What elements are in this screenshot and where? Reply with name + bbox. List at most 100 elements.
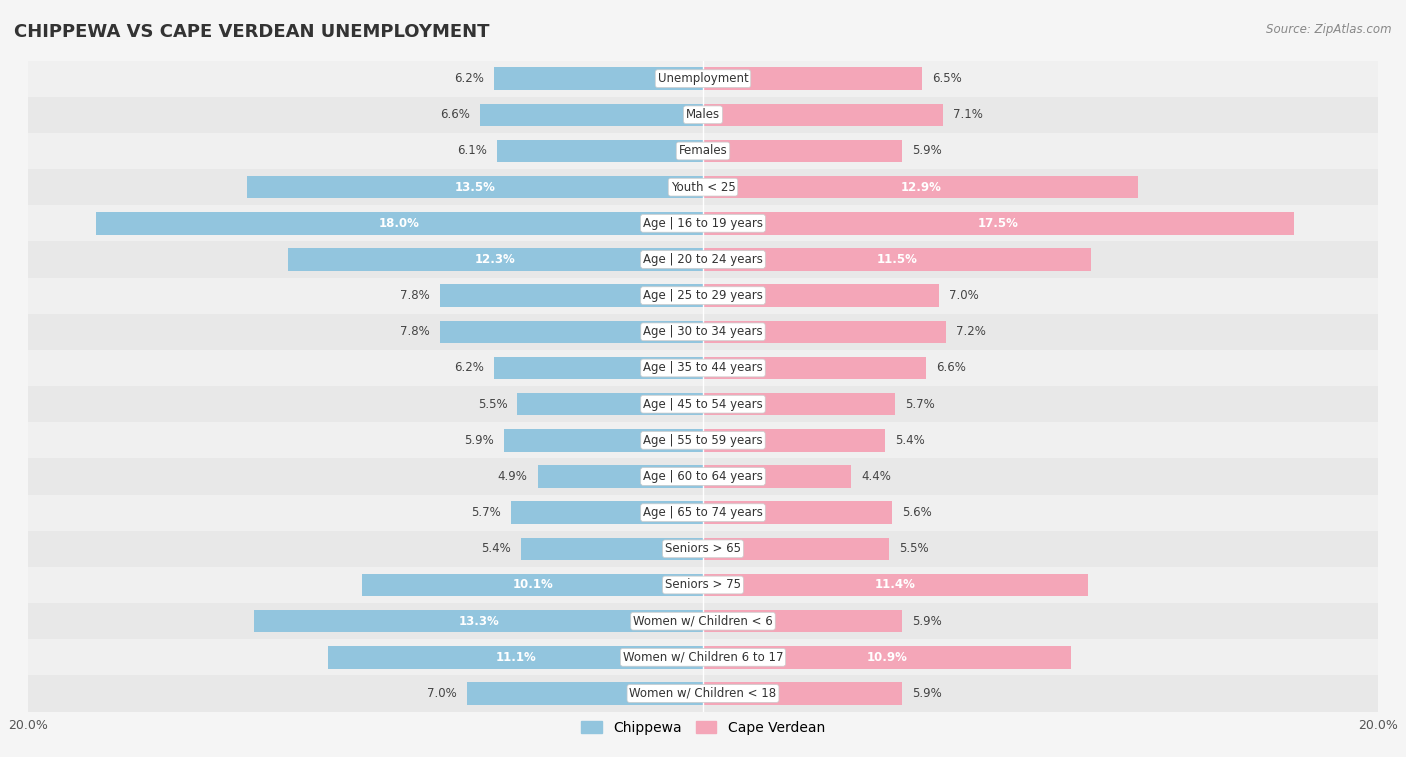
Bar xyxy=(703,646,1071,668)
Text: Age | 25 to 29 years: Age | 25 to 29 years xyxy=(643,289,763,302)
Bar xyxy=(703,67,922,90)
Text: 5.9%: 5.9% xyxy=(912,615,942,628)
Bar xyxy=(28,241,1378,278)
Bar xyxy=(28,313,1378,350)
Bar xyxy=(363,574,703,597)
Bar xyxy=(481,104,703,126)
Text: Unemployment: Unemployment xyxy=(658,72,748,85)
Text: 10.9%: 10.9% xyxy=(866,651,907,664)
Text: 5.9%: 5.9% xyxy=(464,434,494,447)
Text: Males: Males xyxy=(686,108,720,121)
Bar xyxy=(28,422,1378,459)
Text: Age | 65 to 74 years: Age | 65 to 74 years xyxy=(643,506,763,519)
Text: 6.2%: 6.2% xyxy=(454,72,484,85)
Text: 7.2%: 7.2% xyxy=(956,326,986,338)
Text: 4.4%: 4.4% xyxy=(862,470,891,483)
Bar xyxy=(510,501,703,524)
Text: 5.5%: 5.5% xyxy=(898,542,928,556)
Text: Age | 55 to 59 years: Age | 55 to 59 years xyxy=(643,434,763,447)
Bar xyxy=(254,610,703,632)
Bar xyxy=(28,603,1378,639)
Text: 11.5%: 11.5% xyxy=(876,253,918,266)
Bar xyxy=(494,357,703,379)
Text: Seniors > 75: Seniors > 75 xyxy=(665,578,741,591)
Text: 12.9%: 12.9% xyxy=(900,181,941,194)
Text: Youth < 25: Youth < 25 xyxy=(671,181,735,194)
Bar xyxy=(703,176,1139,198)
Bar xyxy=(28,278,1378,313)
Bar xyxy=(28,494,1378,531)
Text: 13.3%: 13.3% xyxy=(458,615,499,628)
Text: 4.9%: 4.9% xyxy=(498,470,527,483)
Text: 5.6%: 5.6% xyxy=(903,506,932,519)
Bar xyxy=(467,682,703,705)
Text: 11.4%: 11.4% xyxy=(875,578,915,591)
Text: 6.1%: 6.1% xyxy=(457,145,486,157)
Text: 13.5%: 13.5% xyxy=(454,181,496,194)
Text: 5.7%: 5.7% xyxy=(905,397,935,410)
Text: Females: Females xyxy=(679,145,727,157)
Bar xyxy=(703,212,1294,235)
Bar xyxy=(703,574,1088,597)
Bar xyxy=(703,248,1091,271)
Bar xyxy=(28,205,1378,241)
Bar xyxy=(498,140,703,162)
Text: 12.3%: 12.3% xyxy=(475,253,516,266)
Text: 5.7%: 5.7% xyxy=(471,506,501,519)
Bar xyxy=(703,104,942,126)
Text: 6.2%: 6.2% xyxy=(454,362,484,375)
Text: Source: ZipAtlas.com: Source: ZipAtlas.com xyxy=(1267,23,1392,36)
Bar xyxy=(28,169,1378,205)
Bar xyxy=(537,466,703,488)
Bar xyxy=(517,393,703,416)
Bar xyxy=(440,285,703,307)
Text: Age | 20 to 24 years: Age | 20 to 24 years xyxy=(643,253,763,266)
Text: 5.4%: 5.4% xyxy=(896,434,925,447)
Text: Age | 16 to 19 years: Age | 16 to 19 years xyxy=(643,217,763,230)
Text: Women w/ Children < 6: Women w/ Children < 6 xyxy=(633,615,773,628)
Bar xyxy=(28,459,1378,494)
Bar xyxy=(28,97,1378,133)
Text: 10.1%: 10.1% xyxy=(512,578,553,591)
Bar xyxy=(28,386,1378,422)
Text: 5.9%: 5.9% xyxy=(912,687,942,700)
Bar xyxy=(703,537,889,560)
Bar xyxy=(703,501,891,524)
Text: Women w/ Children < 18: Women w/ Children < 18 xyxy=(630,687,776,700)
Text: 7.0%: 7.0% xyxy=(427,687,457,700)
Bar xyxy=(703,429,886,451)
Bar xyxy=(28,61,1378,97)
Bar xyxy=(28,531,1378,567)
Bar xyxy=(494,67,703,90)
Bar xyxy=(28,567,1378,603)
Text: CHIPPEWA VS CAPE VERDEAN UNEMPLOYMENT: CHIPPEWA VS CAPE VERDEAN UNEMPLOYMENT xyxy=(14,23,489,41)
Bar xyxy=(28,133,1378,169)
Bar xyxy=(288,248,703,271)
Bar xyxy=(703,682,903,705)
Text: 6.5%: 6.5% xyxy=(932,72,962,85)
Text: Women w/ Children 6 to 17: Women w/ Children 6 to 17 xyxy=(623,651,783,664)
Text: Age | 45 to 54 years: Age | 45 to 54 years xyxy=(643,397,763,410)
Bar xyxy=(703,357,925,379)
Text: Age | 35 to 44 years: Age | 35 to 44 years xyxy=(643,362,763,375)
Bar xyxy=(503,429,703,451)
Text: 7.8%: 7.8% xyxy=(399,326,430,338)
Bar xyxy=(703,610,903,632)
Bar xyxy=(329,646,703,668)
Text: 17.5%: 17.5% xyxy=(977,217,1019,230)
Bar xyxy=(703,393,896,416)
Bar xyxy=(247,176,703,198)
Text: 6.6%: 6.6% xyxy=(440,108,470,121)
Text: 6.6%: 6.6% xyxy=(936,362,966,375)
Text: 7.8%: 7.8% xyxy=(399,289,430,302)
Bar xyxy=(28,350,1378,386)
Legend: Chippewa, Cape Verdean: Chippewa, Cape Verdean xyxy=(575,715,831,740)
Bar xyxy=(703,466,852,488)
Text: 5.5%: 5.5% xyxy=(478,397,508,410)
Text: Seniors > 65: Seniors > 65 xyxy=(665,542,741,556)
Text: 5.4%: 5.4% xyxy=(481,542,510,556)
Bar xyxy=(28,675,1378,712)
Bar xyxy=(520,537,703,560)
Bar xyxy=(703,140,903,162)
Text: Age | 60 to 64 years: Age | 60 to 64 years xyxy=(643,470,763,483)
